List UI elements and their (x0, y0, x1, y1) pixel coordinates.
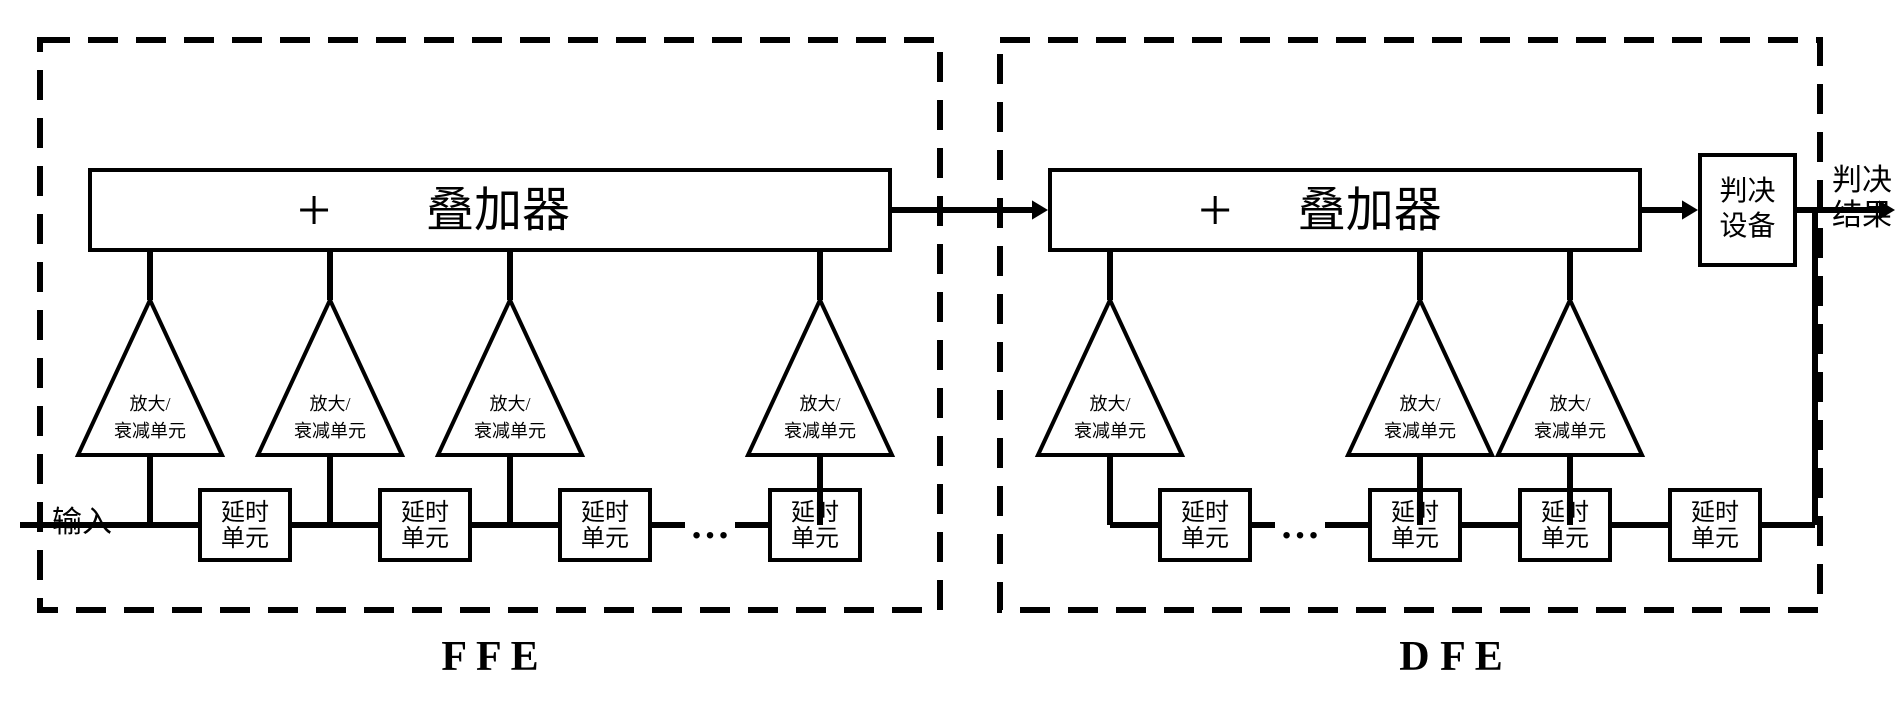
svg-text:单元: 单元 (1391, 525, 1439, 552)
svg-text:放大/: 放大/ (799, 394, 840, 414)
svg-text:衰减单元: 衰减单元 (474, 421, 546, 441)
svg-text:判决: 判决 (1719, 175, 1775, 207)
svg-text:叠加器: 叠加器 (426, 184, 570, 237)
svg-text:衰减单元: 衰减单元 (1074, 421, 1146, 441)
svg-text:+: + (1198, 177, 1232, 243)
svg-text:延时: 延时 (1691, 499, 1739, 526)
svg-text:单元: 单元 (581, 525, 629, 552)
svg-text:衰减单元: 衰减单元 (1534, 421, 1606, 441)
svg-text:衰减单元: 衰减单元 (114, 421, 186, 441)
svg-text:单元: 单元 (1691, 525, 1739, 552)
svg-text:…: … (690, 502, 730, 547)
svg-text:延时: 延时 (581, 499, 629, 526)
svg-text:放大/: 放大/ (1089, 394, 1130, 414)
svg-text:放大/: 放大/ (1549, 394, 1590, 414)
svg-text:结果: 结果 (1832, 199, 1892, 232)
svg-text:放大/: 放大/ (1399, 394, 1440, 414)
svg-text:延时: 延时 (401, 499, 449, 526)
svg-text:延时: 延时 (1541, 499, 1589, 526)
svg-text:延时: 延时 (1391, 499, 1439, 526)
svg-text:延时: 延时 (791, 499, 839, 526)
svg-text:单元: 单元 (221, 525, 269, 552)
svg-text:…: … (1280, 502, 1320, 547)
svg-text:判决: 判决 (1832, 164, 1892, 197)
svg-text:衰减单元: 衰减单元 (1384, 421, 1456, 441)
svg-text:放大/: 放大/ (309, 394, 350, 414)
svg-text:延时: 延时 (1181, 499, 1229, 526)
svg-text:放大/: 放大/ (489, 394, 530, 414)
svg-text:单元: 单元 (1541, 525, 1589, 552)
svg-text:F F E: F F E (441, 634, 538, 680)
equalizer-diagram: +叠加器放大/衰减单元放大/衰减单元放大/衰减单元放大/衰减单元延时单元延时单元… (0, 0, 1904, 707)
svg-text:叠加器: 叠加器 (1298, 184, 1442, 237)
svg-text:延时: 延时 (221, 499, 269, 526)
svg-text:D F E: D F E (1399, 634, 1502, 680)
svg-text:单元: 单元 (1181, 525, 1229, 552)
svg-text:单元: 单元 (791, 525, 839, 552)
svg-text:+: + (297, 177, 331, 243)
svg-text:输入: 输入 (52, 506, 112, 539)
svg-text:放大/: 放大/ (129, 394, 170, 414)
svg-text:衰减单元: 衰减单元 (294, 421, 366, 441)
svg-text:单元: 单元 (401, 525, 449, 552)
svg-text:衰减单元: 衰减单元 (784, 421, 856, 441)
svg-text:设备: 设备 (1719, 210, 1775, 242)
